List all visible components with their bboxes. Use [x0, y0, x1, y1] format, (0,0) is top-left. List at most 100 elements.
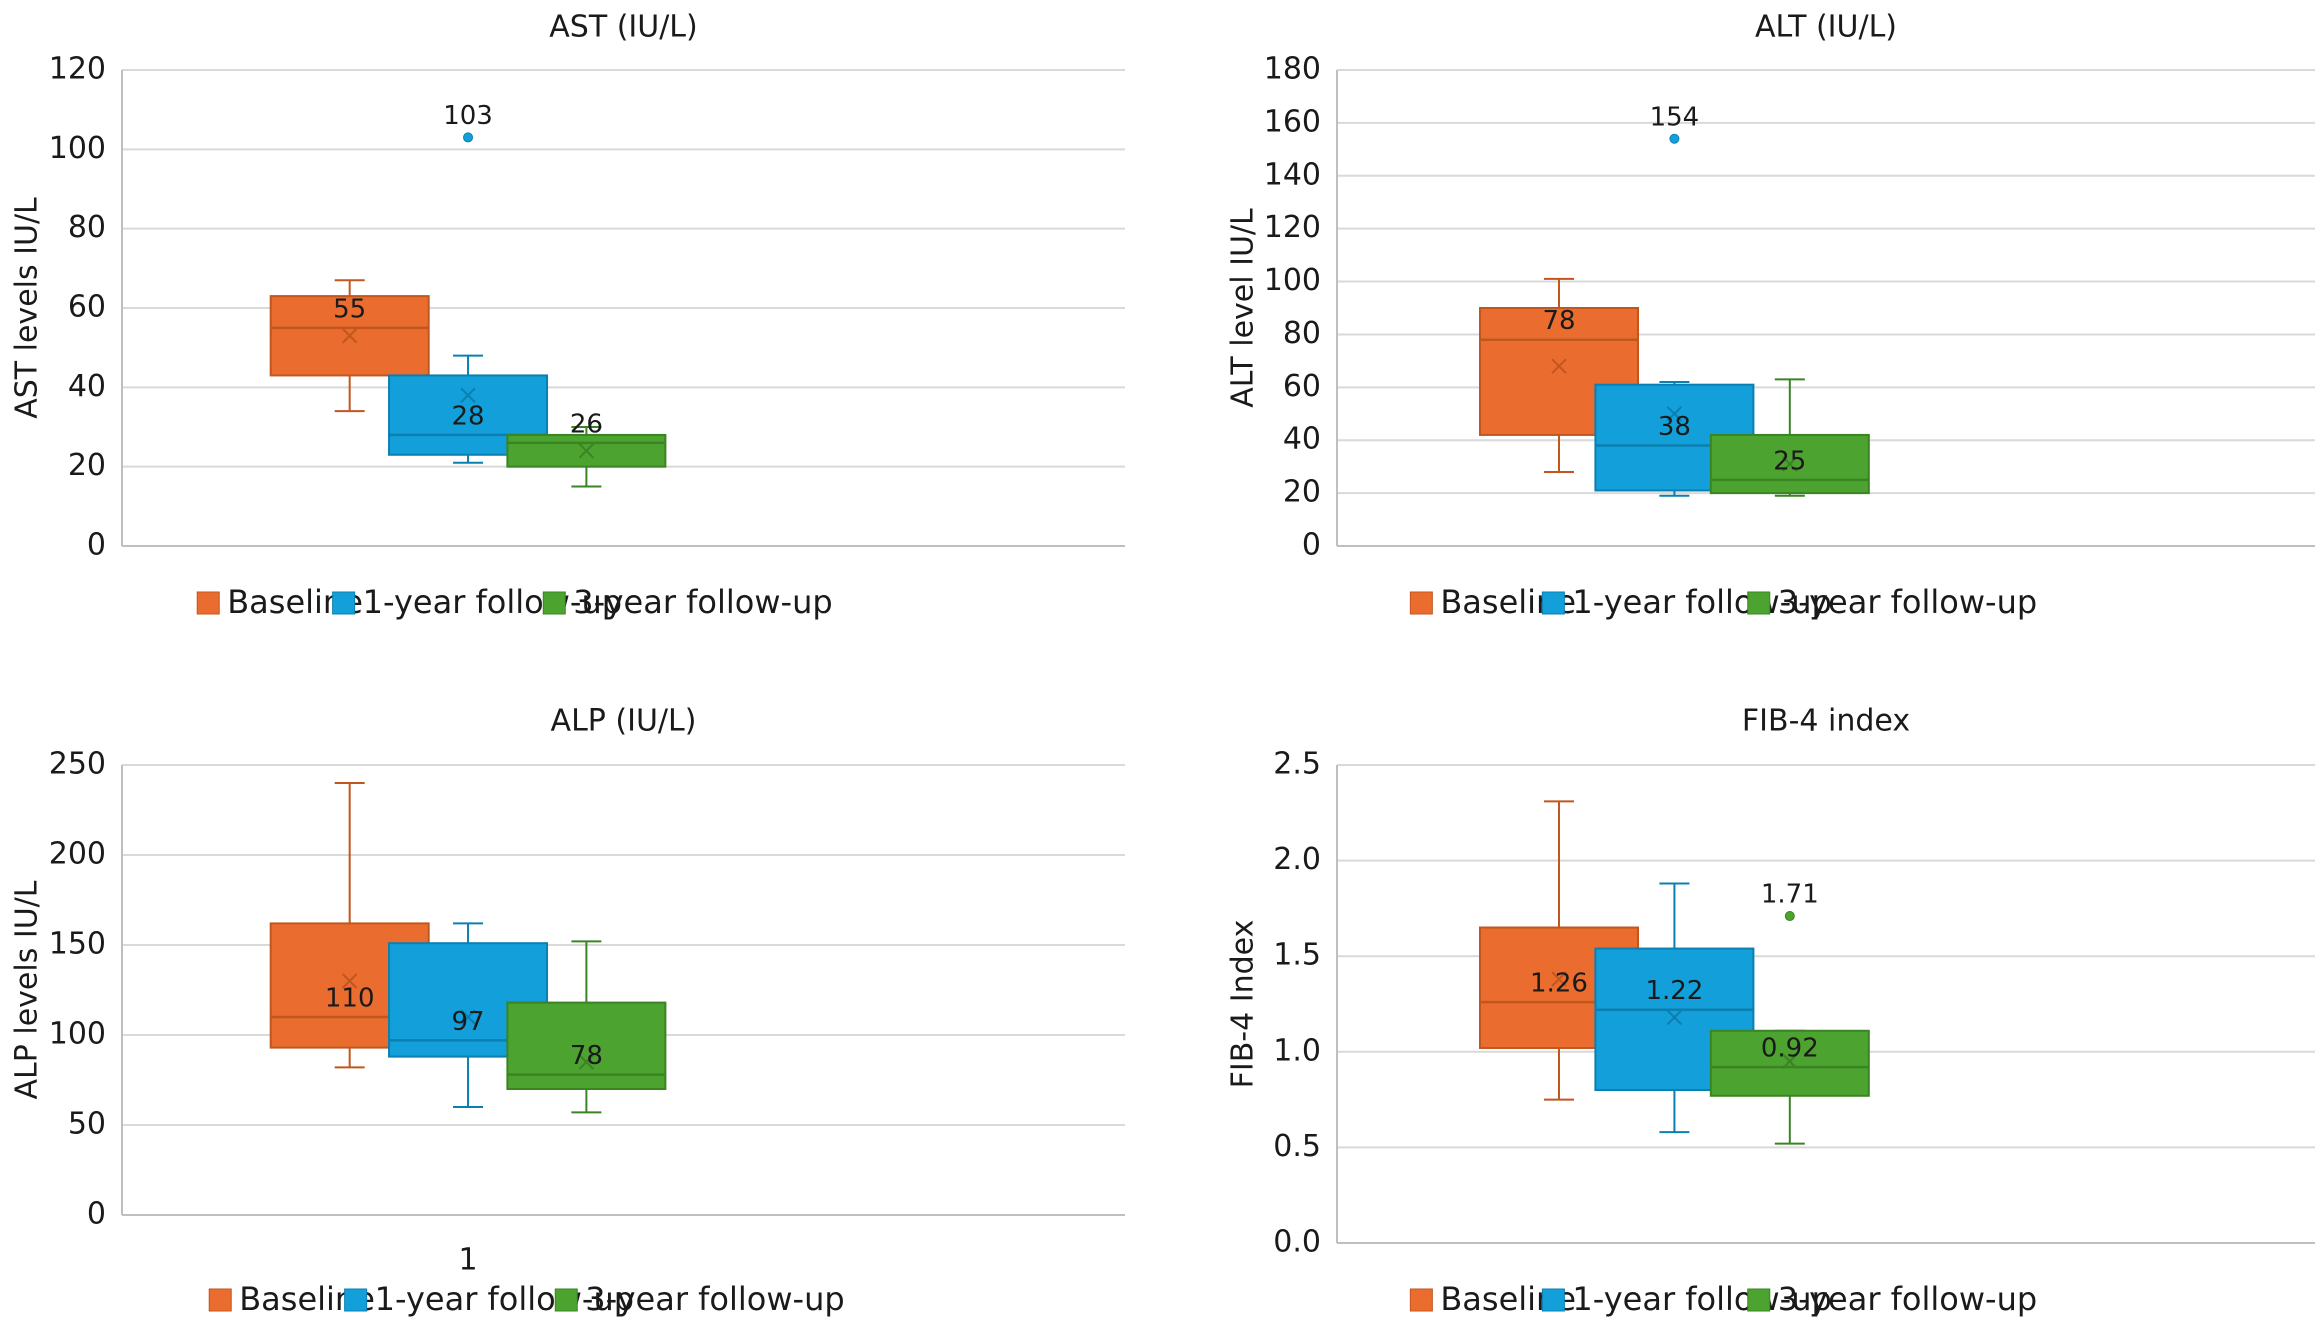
y-tick-label: 150 — [49, 927, 106, 962]
y-tick-label: 0 — [87, 528, 106, 563]
legend-item-2: 1-year follow-up — [344, 1280, 634, 1318]
y-axis-label: FIB-4 Index — [1226, 920, 1261, 1089]
box — [1709, 1029, 1870, 1097]
y-tick-label: 100 — [49, 131, 106, 166]
legend-label: 3-year follow-up — [585, 1280, 844, 1318]
y-tick-label: 120 — [1264, 210, 1321, 245]
box-series-1: 55 — [269, 279, 430, 413]
legend-swatch — [1409, 591, 1433, 615]
legend-swatch — [208, 1288, 232, 1312]
outlier-label: 154 — [1650, 102, 1700, 132]
mean-marker — [1782, 456, 1798, 472]
y-tick-label: 100 — [49, 1017, 106, 1052]
chart-panel-2: ALT (IU/L) 0 20 40 60 80 100 120 140 160 180 ALT le… — [1226, 10, 2315, 621]
box-series-3: 25 — [1709, 378, 1870, 497]
chart-panel-4: FIB-4 index 0.0 0.5 1.0 1.5 2.0 2.5 FIB-4 Index… — [1226, 704, 2315, 1318]
mean-marker — [341, 973, 358, 989]
median-data-label: 55 — [333, 294, 366, 324]
y-tick-label: 250 — [49, 747, 106, 782]
mean-marker — [578, 1054, 595, 1070]
y-axis-label: ALT level IU/L — [1226, 208, 1261, 408]
y-tick-label: 20 — [1283, 475, 1321, 510]
y-axis-label: AST levels IU/L — [10, 197, 45, 419]
chart-title: ALP (IU/L) — [551, 704, 697, 739]
legend-item-3: 3-year follow-up — [1747, 1280, 2037, 1318]
legend-item-2: 1-year follow-up — [332, 583, 622, 621]
y-tick-label: 120 — [49, 52, 106, 87]
outlier-point — [1784, 911, 1795, 922]
legend-label: 1-year follow-up — [375, 1280, 634, 1318]
median-data-label: 1.22 — [1645, 976, 1703, 1006]
box-series-3: 78 — [506, 940, 667, 1114]
legend-swatch — [554, 1288, 578, 1312]
y-tick-label: 0.0 — [1273, 1225, 1321, 1260]
y-tick-label: 50 — [68, 1107, 106, 1142]
legend-swatch — [196, 591, 220, 615]
median-data-label: 110 — [325, 984, 375, 1014]
y-tick-label: 80 — [1283, 316, 1321, 351]
y-tick-label: 1.0 — [1273, 1033, 1321, 1068]
mean-marker — [1666, 406, 1683, 422]
y-tick-label: 180 — [1264, 52, 1321, 87]
mean-marker — [460, 1009, 476, 1025]
legend-label: 1-year follow-up — [1572, 583, 1831, 621]
median-data-label: 1.26 — [1530, 969, 1588, 999]
y-tick-label: 160 — [1264, 104, 1321, 139]
box — [388, 374, 549, 456]
mean-marker — [341, 328, 358, 344]
mean-marker — [460, 387, 476, 403]
x-category-label: 1 — [458, 1243, 477, 1278]
legend-swatch — [332, 591, 356, 615]
mean-marker — [1666, 1009, 1683, 1026]
legend-label: 1-year follow-up — [1572, 1280, 1831, 1318]
y-tick-label: 2.5 — [1273, 747, 1321, 782]
legend-item-3: 3-year follow-up — [542, 583, 833, 621]
legend-swatch — [542, 591, 566, 615]
y-tick-label: 0.5 — [1273, 1129, 1321, 1164]
legend-label: 3-year follow-up — [1778, 1280, 2037, 1318]
chart-panel-3: ALP (IU/L) 0 50 100 150 200 250 ALP levels IU/L… — [10, 704, 1125, 1318]
outlier-label: 103 — [443, 101, 493, 131]
mean-marker — [1551, 358, 1567, 374]
legend-label: 3-year follow-up — [573, 583, 832, 621]
legend-swatch — [1541, 591, 1565, 615]
y-tick-label: 0 — [1302, 528, 1321, 563]
legend-swatch — [1747, 1288, 1771, 1312]
y-tick-label: 20 — [68, 448, 106, 483]
y-tick-label: 140 — [1264, 157, 1321, 192]
y-tick-label: 60 — [68, 290, 106, 325]
outlier-label: 1.71 — [1761, 880, 1819, 910]
y-axis-label: ALP levels IU/L — [10, 880, 45, 1099]
legend-swatch — [1747, 591, 1771, 615]
median-data-label: 97 — [451, 1007, 484, 1037]
y-tick-label: 60 — [1283, 369, 1321, 404]
legend-item-3: 3-year follow-up — [554, 1280, 845, 1318]
legend-label: 3-year follow-up — [1778, 583, 2037, 621]
chart-title: ALT (IU/L) — [1755, 10, 1897, 45]
legend-item-2: 1-year follow-up — [1541, 1280, 1832, 1318]
y-tick-label: 1.5 — [1273, 938, 1321, 973]
legend-swatch — [1409, 1288, 1433, 1312]
median-data-label: 25 — [1773, 446, 1806, 476]
median-data-label: 38 — [1658, 412, 1691, 442]
y-tick-label: 40 — [68, 369, 106, 404]
median-data-label: 0.92 — [1761, 1034, 1819, 1064]
mean-marker — [1551, 971, 1567, 987]
median-data-label: 28 — [451, 401, 484, 431]
median-data-label: 78 — [1542, 306, 1575, 336]
legend-item-3: 3-year follow-up — [1747, 583, 2037, 621]
mean-marker — [1782, 1053, 1798, 1070]
box-series-1: 1.26 — [1479, 800, 1640, 1101]
y-tick-label: 2.0 — [1273, 842, 1321, 877]
y-tick-label: 40 — [1283, 422, 1321, 457]
y-tick-label: 80 — [68, 210, 106, 245]
box-series-2: 28 103 — [388, 101, 549, 464]
outlier-point — [1669, 133, 1680, 144]
y-tick-label: 0 — [87, 1197, 106, 1232]
y-tick-label: 200 — [49, 837, 106, 872]
y-tick-label: 100 — [1264, 263, 1321, 298]
